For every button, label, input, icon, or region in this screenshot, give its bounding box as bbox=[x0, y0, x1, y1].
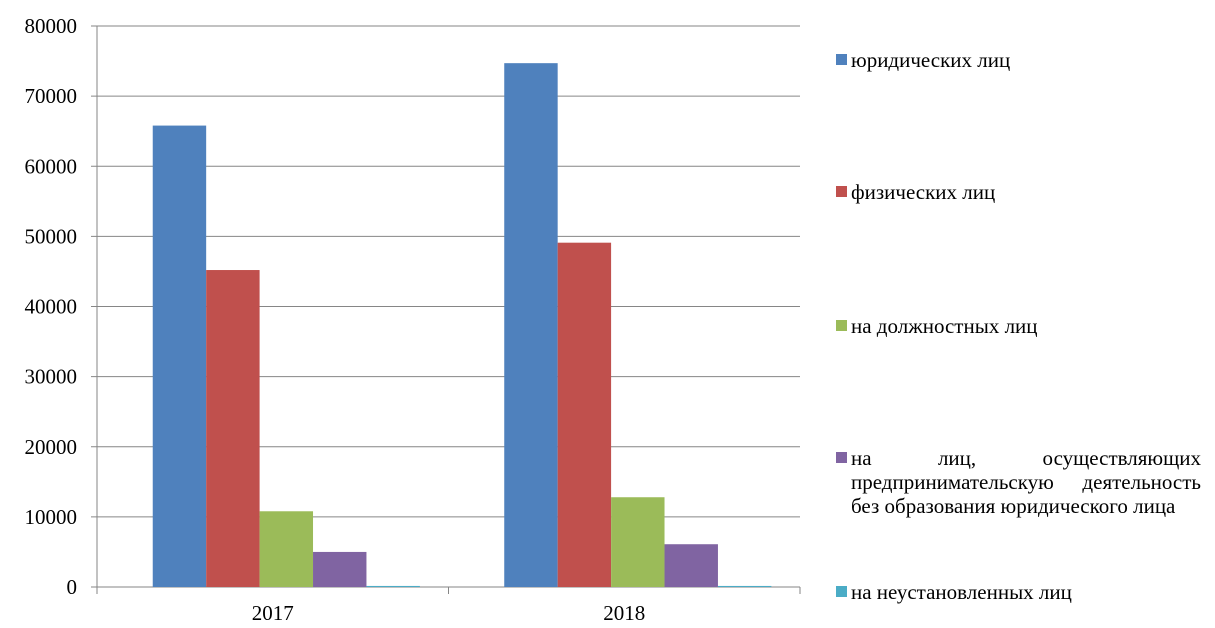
legend-swatch-icon bbox=[836, 320, 847, 331]
bar bbox=[259, 511, 314, 587]
y-tick-label: 40000 bbox=[25, 295, 78, 319]
legend-swatch-icon bbox=[836, 186, 847, 197]
legend-item-entrepreneurs: на лиц, осуществляющих предпринимательск… bbox=[836, 446, 1201, 518]
bar bbox=[206, 270, 260, 587]
legend-swatch-icon bbox=[836, 54, 847, 65]
legend-label: юридических лиц bbox=[851, 48, 1011, 72]
x-tick-label: 2017 bbox=[252, 601, 294, 625]
y-tick-label: 80000 bbox=[25, 14, 78, 38]
y-tick-label: 50000 bbox=[25, 224, 78, 248]
legend-item-unidentified: на неустановленных лиц bbox=[836, 580, 1072, 604]
bar bbox=[504, 63, 558, 587]
bar bbox=[557, 242, 612, 587]
legend-label: на лиц, осуществляющих предпринимательск… bbox=[851, 446, 1201, 518]
x-tick-label: 2018 bbox=[603, 601, 645, 625]
bar bbox=[611, 497, 665, 587]
legend-label: на неустановленных лиц bbox=[851, 580, 1072, 604]
bar bbox=[152, 125, 207, 587]
legend-item-officials: на должностных лиц bbox=[836, 314, 1038, 338]
y-tick-label: 0 bbox=[67, 575, 78, 599]
y-tick-label: 60000 bbox=[25, 154, 78, 178]
y-tick-label: 30000 bbox=[25, 365, 78, 389]
bar bbox=[313, 551, 367, 587]
bar bbox=[664, 544, 718, 587]
legend-label: на должностных лиц bbox=[851, 314, 1038, 338]
legend-label: физических лиц bbox=[851, 180, 996, 204]
bar bbox=[717, 585, 772, 587]
legend-item-individuals: физических лиц bbox=[836, 180, 995, 204]
y-tick-label: 10000 bbox=[25, 505, 78, 529]
y-tick-label: 70000 bbox=[25, 84, 78, 108]
bar bbox=[366, 585, 420, 587]
legend-item-legal-entities: юридических лиц bbox=[836, 48, 1010, 72]
legend-swatch-icon bbox=[836, 586, 847, 597]
legend-swatch-icon bbox=[836, 452, 847, 463]
y-tick-label: 20000 bbox=[25, 435, 78, 459]
